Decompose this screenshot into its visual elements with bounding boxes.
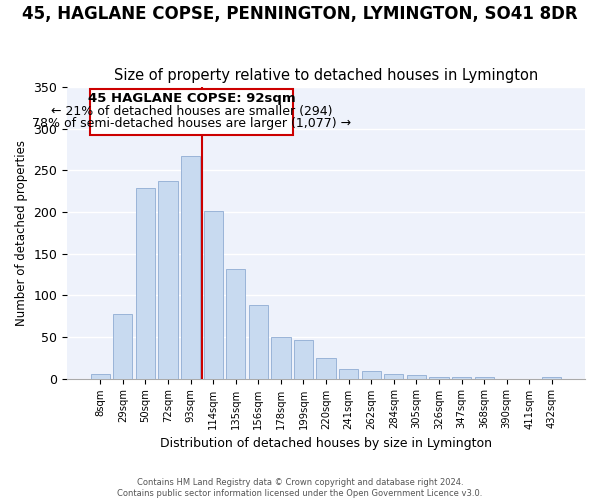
X-axis label: Distribution of detached houses by size in Lymington: Distribution of detached houses by size … (160, 437, 492, 450)
Bar (136, 188, 155, 378)
Bar (91, 374, 110, 378)
Bar (475, 377, 494, 378)
Y-axis label: Number of detached properties: Number of detached properties (15, 140, 28, 326)
Bar (407, 375, 426, 378)
Bar (542, 377, 562, 378)
Bar (316, 358, 335, 378)
Text: 78% of semi-detached houses are larger (1,077) →: 78% of semi-detached houses are larger (… (32, 117, 351, 130)
Title: Size of property relative to detached houses in Lymington: Size of property relative to detached ho… (114, 68, 538, 83)
Bar (249, 305, 268, 378)
Text: Contains HM Land Registry data © Crown copyright and database right 2024.
Contai: Contains HM Land Registry data © Crown c… (118, 478, 482, 498)
Bar (226, 270, 245, 378)
Bar (452, 377, 471, 378)
Bar (158, 181, 178, 378)
Bar (294, 340, 313, 378)
Bar (203, 211, 223, 378)
Bar (362, 371, 381, 378)
FancyBboxPatch shape (90, 88, 293, 136)
Bar (113, 314, 133, 378)
Bar (430, 377, 449, 378)
Text: 45 HAGLANE COPSE: 92sqm: 45 HAGLANE COPSE: 92sqm (88, 92, 296, 105)
Bar (271, 337, 290, 378)
Bar (384, 374, 403, 378)
Text: ← 21% of detached houses are smaller (294): ← 21% of detached houses are smaller (29… (51, 104, 332, 118)
Text: 45, HAGLANE COPSE, PENNINGTON, LYMINGTON, SO41 8DR: 45, HAGLANE COPSE, PENNINGTON, LYMINGTON… (22, 5, 578, 23)
Bar (181, 156, 200, 378)
Bar (339, 368, 358, 378)
